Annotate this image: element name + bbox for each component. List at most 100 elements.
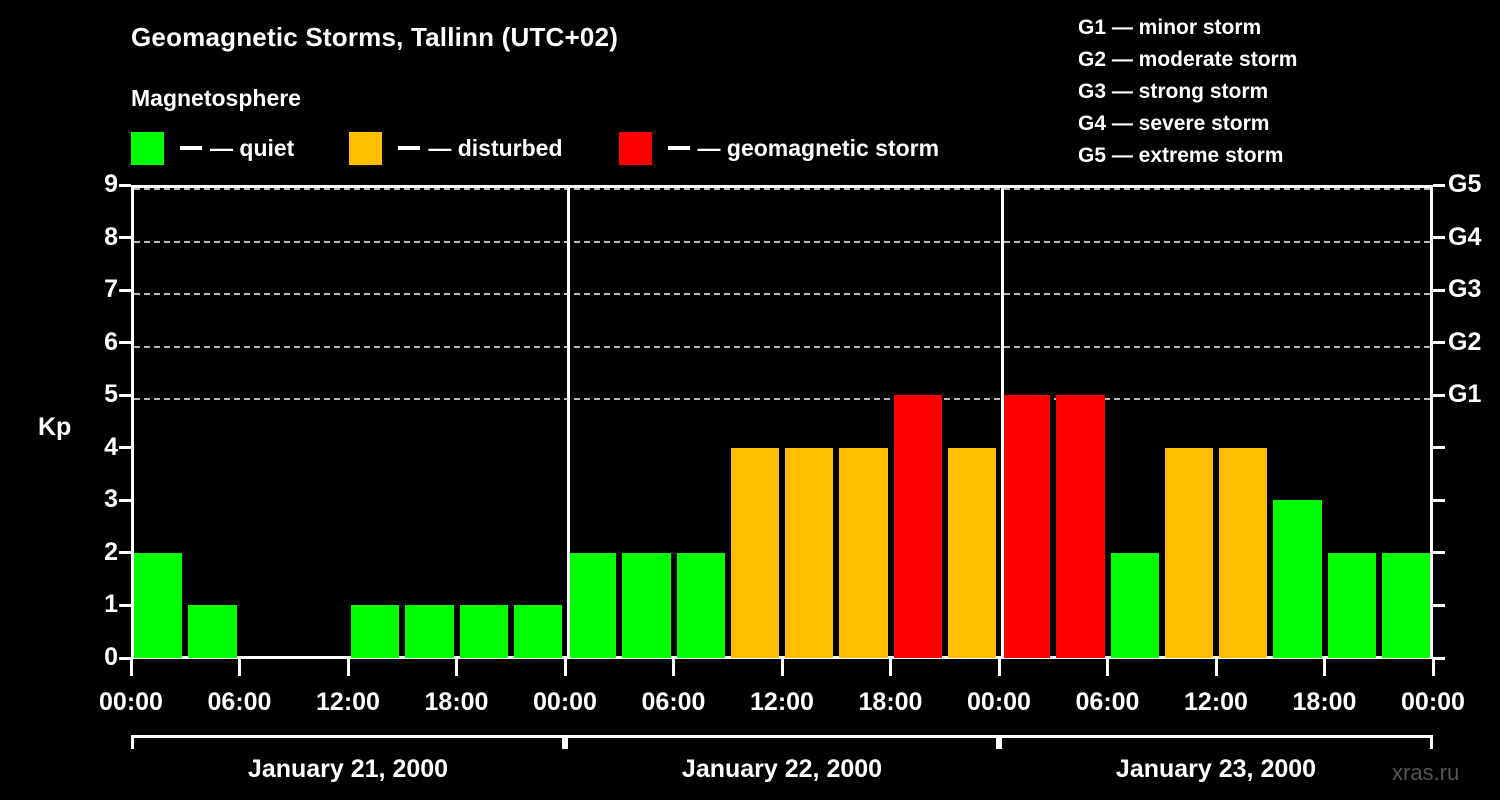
x-tick-mark-10	[1214, 659, 1218, 676]
g-minor-tick-kp-0	[1433, 656, 1445, 660]
date-label-1: January 21, 2000	[247, 755, 449, 783]
legend-label-geomagnetic-storm: — geomagnetic storm	[697, 134, 940, 161]
g-tick-label-G1: G1	[1448, 380, 1482, 409]
plot-area	[131, 185, 1433, 658]
x-tick-label-9: 06:00	[1075, 688, 1140, 716]
kp-bar	[1002, 395, 1051, 658]
x-tick-mark-8	[997, 659, 1001, 676]
day-separator-1	[566, 188, 570, 658]
plot-inner	[134, 188, 1430, 658]
y-tick-mark-9	[119, 183, 131, 187]
x-tick-label-11: 18:00	[1292, 688, 1357, 716]
g-tick-label-G2: G2	[1448, 327, 1482, 356]
kp-bar	[134, 552, 183, 658]
date-bracket-3	[999, 735, 1433, 749]
legend-item-disturbed: — disturbed	[349, 131, 563, 165]
g-scale-row-g3: G3 — strong storm	[1078, 80, 1269, 103]
legend-dash-storm-icon	[667, 146, 690, 150]
g-tick-mark-G1	[1433, 393, 1445, 397]
x-tick-mark-4	[563, 659, 567, 676]
kp-bar	[1056, 395, 1105, 658]
g-tick-mark-G2	[1433, 341, 1445, 345]
kp-bar	[351, 605, 400, 658]
y-tick-label-4: 4	[104, 432, 118, 461]
gridline-kp-6	[134, 345, 1430, 348]
g-scale-row-g2: G2 — moderate storm	[1078, 48, 1298, 71]
y-tick-label-9: 9	[104, 170, 118, 198]
g-tick-mark-G3	[1433, 288, 1445, 292]
legend-swatch-storm-icon	[618, 131, 652, 165]
y-tick-mark-1	[119, 603, 131, 607]
y-tick-label-0: 0	[104, 643, 118, 671]
x-tick-label-2: 12:00	[316, 688, 380, 716]
g-scale-row-g5: G5 — extreme storm	[1078, 144, 1284, 167]
kp-bar	[676, 552, 725, 658]
y-tick-label-5: 5	[104, 380, 118, 409]
y-tick-label-2: 2	[104, 537, 118, 566]
y-tick-label-8: 8	[104, 222, 118, 251]
legend-dash-disturbed-icon	[398, 146, 421, 150]
y-tick-label-7: 7	[104, 275, 118, 304]
x-tick-mark-9	[1106, 659, 1109, 676]
y-tick-mark-5	[119, 393, 131, 397]
x-tick-label-1: 06:00	[207, 688, 272, 716]
magnetosphere-section-label: Magnetosphere	[131, 85, 301, 111]
kp-bar	[1381, 552, 1430, 658]
x-tick-label-4: 00:00	[533, 688, 597, 716]
legend-label-quiet: — quiet	[210, 134, 295, 161]
kp-bar	[1327, 552, 1376, 658]
gridline-kp-8	[134, 240, 1430, 243]
g-scale-legend: G1 — minor storm G2 — moderate storm G3 …	[1078, 12, 1297, 172]
g-scale-row-g4: G4 — severe storm	[1078, 112, 1270, 135]
date-bracket-1	[131, 735, 565, 749]
legend-item-quiet: — quiet	[131, 131, 294, 165]
g-minor-tick-kp-1	[1433, 603, 1445, 607]
day-separator-2	[1000, 188, 1004, 658]
kp-bar	[947, 447, 996, 658]
legend-dash-quiet-icon	[180, 146, 202, 150]
g-minor-tick-kp-4	[1433, 446, 1445, 450]
kp-bar	[1273, 500, 1322, 658]
kp-bar	[893, 395, 942, 658]
y-axis-title: Kp	[38, 413, 72, 441]
g-minor-tick-kp-2	[1433, 551, 1445, 555]
gridline-kp-7	[134, 293, 1430, 296]
x-tick-label-3: 18:00	[424, 688, 489, 716]
y-tick-mark-6	[119, 341, 131, 345]
x-tick-mark-7	[889, 659, 892, 676]
y-tick-mark-0	[119, 656, 131, 660]
legend-label-disturbed: — disturbed	[428, 134, 563, 161]
kp-bar	[622, 552, 671, 658]
y-tick-label-6: 6	[104, 327, 118, 356]
x-tick-label-10: 12:00	[1184, 688, 1248, 716]
y-tick-mark-2	[119, 551, 131, 555]
x-tick-mark-11	[1323, 659, 1326, 676]
kp-bar	[405, 605, 454, 658]
kp-bar	[1110, 552, 1159, 658]
y-tick-mark-3	[119, 498, 131, 502]
y-tick-mark-8	[119, 236, 131, 240]
x-tick-label-8: 00:00	[967, 688, 1031, 716]
x-tick-label-7: 18:00	[858, 688, 923, 716]
g-tick-label-G3: G3	[1448, 275, 1482, 304]
x-axis-line	[131, 656, 1433, 659]
x-tick-label-6: 12:00	[750, 688, 814, 716]
x-tick-mark-5	[672, 659, 675, 676]
legend-swatch-quiet-icon	[131, 131, 164, 165]
g-tick-mark-G5	[1433, 183, 1445, 187]
g-minor-tick-kp-3	[1433, 498, 1445, 502]
kp-bar	[568, 552, 617, 658]
page-title: Geomagnetic Storms, Tallinn (UTC+02)	[131, 22, 619, 52]
x-tick-label-5: 06:00	[641, 688, 706, 716]
g-tick-mark-G4	[1433, 236, 1445, 240]
bars-layer	[134, 188, 1430, 658]
legend-swatch-disturbed-icon	[349, 131, 383, 165]
kp-bar	[1164, 447, 1213, 658]
color-legend: — quiet — disturbed — geomagnetic storm	[131, 131, 939, 165]
g-scale-row-g1: G1 — minor storm	[1078, 16, 1262, 39]
y-tick-mark-7	[119, 288, 131, 292]
x-tick-mark-0	[129, 659, 133, 676]
y-tick-label-1: 1	[104, 590, 118, 619]
x-tick-label-0: 00:00	[99, 688, 163, 716]
gridline-kp-5	[134, 398, 1430, 401]
